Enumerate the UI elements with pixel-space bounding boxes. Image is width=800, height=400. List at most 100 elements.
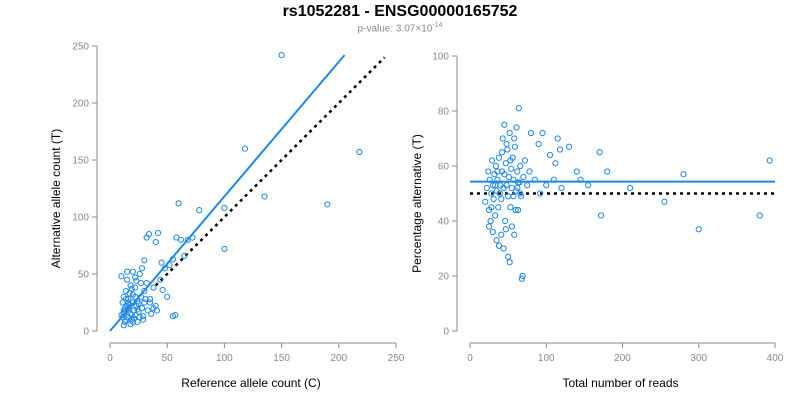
data-point — [535, 140, 542, 148]
x-tick-label: 100 — [538, 353, 555, 364]
data-point — [514, 168, 521, 175]
data-point — [512, 206, 519, 214]
data-point — [513, 124, 520, 131]
data-point — [531, 176, 538, 183]
y-tick-label: 40 — [438, 217, 450, 228]
panel-allele-counts: 0 50 100 150 200 250 0 50 100 150 200 250 Reference … — [49, 42, 405, 391]
data-point — [118, 273, 125, 280]
data-point — [539, 129, 546, 137]
data-point — [495, 154, 503, 161]
data-point — [150, 284, 157, 291]
data-point — [487, 217, 494, 225]
data-point — [496, 190, 503, 197]
data-point — [189, 234, 196, 241]
data-point — [503, 140, 510, 148]
x-axis-title: Reference allele count (C) — [181, 376, 320, 390]
data-point — [518, 275, 525, 282]
data-point — [141, 257, 148, 264]
data-point — [144, 307, 151, 314]
data-point — [489, 182, 496, 189]
data-point — [261, 193, 268, 200]
data-point — [695, 226, 702, 233]
data-point — [121, 305, 128, 312]
data-point — [499, 135, 506, 142]
data-point — [482, 198, 489, 205]
data-point — [489, 228, 496, 236]
data-point — [511, 135, 518, 142]
data-point — [490, 195, 497, 203]
data-point — [680, 171, 687, 178]
y-axis-title: Percentage alternative (T) — [410, 134, 424, 273]
y-tick-label: 0 — [443, 327, 449, 338]
data-point — [124, 268, 131, 275]
y-tick-label: 200 — [72, 99, 89, 110]
data-point — [585, 182, 592, 189]
x-tick-label: 400 — [767, 353, 784, 364]
data-point — [505, 193, 512, 200]
data-point — [278, 52, 285, 59]
y-tick-label: 80 — [438, 107, 450, 118]
data-point — [505, 253, 512, 260]
data-point — [488, 204, 495, 211]
data-point — [598, 212, 605, 219]
data-point — [196, 207, 203, 214]
data-point — [169, 256, 177, 263]
data-point — [604, 168, 611, 175]
data-point — [128, 311, 135, 319]
data-point — [177, 236, 185, 243]
data-point — [159, 286, 166, 294]
data-point — [129, 268, 136, 275]
data-point — [122, 295, 130, 303]
data-point — [146, 299, 154, 306]
y-tick-label: 50 — [78, 270, 90, 281]
data-point — [324, 201, 331, 208]
reference-line — [154, 56, 386, 287]
data-point — [125, 295, 132, 303]
data-point — [132, 274, 139, 281]
y-axis-title: Alternative allele count (T) — [49, 129, 63, 268]
data-point — [132, 284, 139, 291]
data-point — [166, 261, 173, 268]
data-point — [577, 176, 584, 183]
data-point — [221, 204, 228, 211]
x-tick-label: 200 — [330, 353, 347, 364]
data-point — [661, 198, 668, 205]
y-tick-label: 250 — [72, 42, 89, 53]
y-tick-label: 150 — [72, 156, 89, 167]
data-point — [502, 160, 509, 167]
data-point — [161, 265, 169, 272]
data-point — [142, 295, 149, 303]
data-point — [519, 272, 526, 280]
data-point — [175, 200, 182, 207]
data-point — [492, 162, 500, 170]
data-point — [498, 231, 505, 238]
data-point — [129, 318, 136, 325]
y-tick-label: 0 — [83, 327, 89, 338]
data-point — [157, 276, 164, 283]
x-tick-label: 0 — [107, 353, 113, 364]
data-point — [135, 300, 142, 307]
data-point — [134, 318, 141, 325]
data-point — [494, 176, 501, 183]
data-point — [511, 143, 519, 150]
data-point — [550, 176, 557, 183]
data-point — [503, 182, 510, 189]
data-point — [146, 295, 154, 303]
data-point — [494, 168, 501, 175]
data-point — [356, 148, 363, 156]
data-point — [128, 285, 135, 292]
data-point — [546, 151, 554, 159]
data-point — [514, 206, 522, 214]
data-point — [504, 146, 511, 153]
y-tick-label: 100 — [72, 213, 89, 224]
data-point — [627, 184, 634, 192]
x-tick-label: 250 — [388, 353, 405, 364]
data-point — [573, 168, 580, 175]
data-point — [148, 310, 155, 317]
p-value-text: p-value: 3.07×10 — [357, 23, 433, 35]
data-point — [520, 173, 527, 181]
data-point — [501, 217, 509, 225]
panel-percentage-alternative: 0 100 200 300 400 0 20 40 60 80 100 Total number of… — [410, 52, 784, 391]
data-point — [756, 212, 763, 219]
